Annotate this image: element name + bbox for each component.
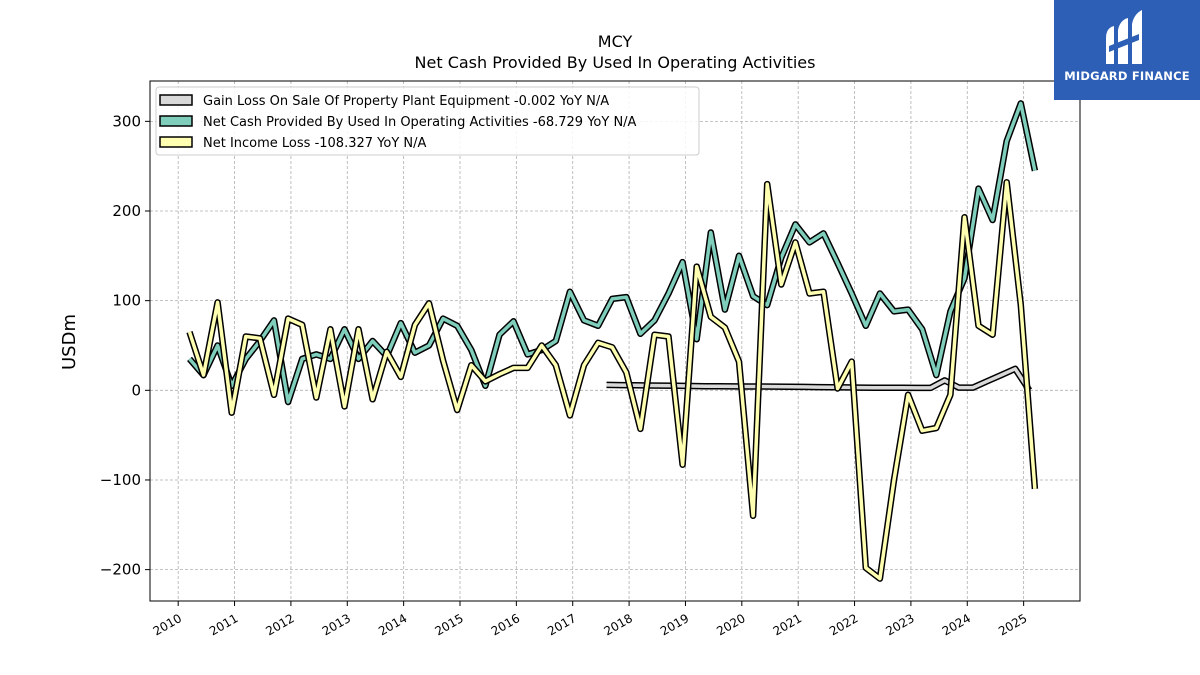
legend-swatch [159, 115, 193, 127]
y-tick-label: 300 [112, 112, 141, 130]
legend-label: Net Income Loss -108.327 YoY N/A [203, 136, 426, 151]
grid [150, 81, 1080, 601]
brand-logo: MIDGARD FINANCE [1054, 0, 1200, 100]
x-tick-label: 2023 [883, 611, 916, 638]
legend-label: Gain Loss On Sale Of Property Plant Equi… [203, 94, 609, 109]
x-tick-label: 2015 [432, 611, 465, 638]
x-tick-label: 2012 [263, 611, 296, 638]
y-tick-label: 200 [112, 202, 141, 220]
legend-label: Net Cash Provided By Used In Operating A… [203, 115, 637, 130]
series-1-line [188, 101, 1037, 404]
y-axis-label: USDm [59, 314, 80, 370]
series-layer [186, 100, 1039, 582]
x-tick-label: 2010 [151, 611, 184, 638]
y-tick-label: −100 [100, 471, 141, 489]
x-tick-label: 2024 [940, 611, 973, 638]
x-tick-label: 2011 [207, 611, 240, 638]
legend: Gain Loss On Sale Of Property Plant Equi… [155, 86, 700, 156]
legend-swatch [159, 136, 193, 148]
x-tick-label: 2013 [320, 611, 353, 638]
x-tick-label: 2014 [376, 611, 409, 638]
x-tick-label: 2025 [996, 611, 1029, 638]
series-2-outline [186, 179, 1039, 582]
y-tick-label: −200 [100, 561, 141, 579]
x-tick-label: 2018 [602, 611, 635, 638]
x-tick-label: 2022 [827, 611, 860, 638]
x-tick-label: 2020 [714, 611, 747, 638]
x-tick-label: 2019 [658, 611, 691, 638]
y-tick-label: 100 [112, 292, 141, 310]
x-tick-label: 2016 [489, 611, 522, 638]
brand-name: MIDGARD FINANCE [1064, 69, 1190, 83]
x-tick-label: 2021 [771, 611, 804, 638]
brand-mark-icon [1106, 10, 1142, 64]
chart-title: MCY [598, 32, 633, 51]
legend-box [155, 86, 700, 156]
chart-subtitle: Net Cash Provided By Used In Operating A… [415, 53, 816, 72]
series-2-line [187, 180, 1037, 581]
x-tick-label: 2017 [545, 611, 578, 638]
plot-frame [149, 80, 1081, 602]
legend-swatch [159, 94, 193, 106]
y-tick-label: 0 [131, 381, 141, 399]
